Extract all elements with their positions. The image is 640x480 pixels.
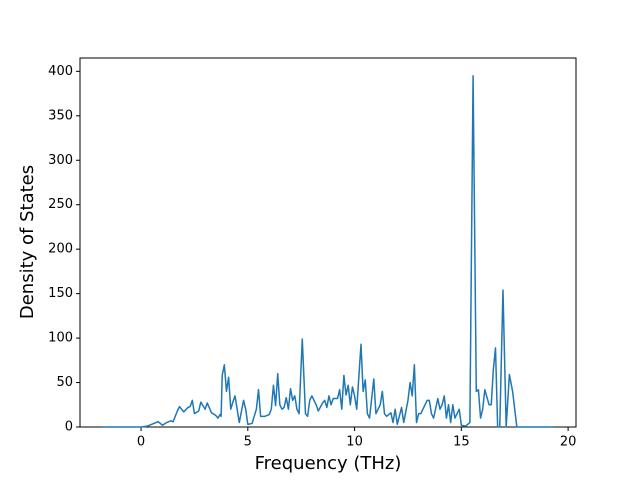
y-axis-label: Density of States xyxy=(17,165,38,319)
y-tick-label: 150 xyxy=(48,286,73,301)
y-tick-label: 50 xyxy=(56,375,73,390)
plot-frame xyxy=(79,57,577,428)
x-tick-label: 20 xyxy=(560,435,577,450)
data-line xyxy=(102,75,554,428)
y-tick-label: 200 xyxy=(48,242,73,257)
y-tick-label: 250 xyxy=(48,197,73,212)
x-tick-label: 0 xyxy=(137,435,145,450)
x-tick-label: 10 xyxy=(346,435,363,450)
x-axis-label: Frequency (THz) xyxy=(255,453,402,474)
x-tick-label: 15 xyxy=(453,435,470,450)
y-tick-label: 0 xyxy=(65,420,73,435)
y-tick-label: 300 xyxy=(48,153,73,168)
y-tick-label: 100 xyxy=(48,331,73,346)
x-tick-label: 5 xyxy=(244,435,252,450)
y-tick-label: 350 xyxy=(48,108,73,123)
y-tick-label: 400 xyxy=(48,64,73,79)
